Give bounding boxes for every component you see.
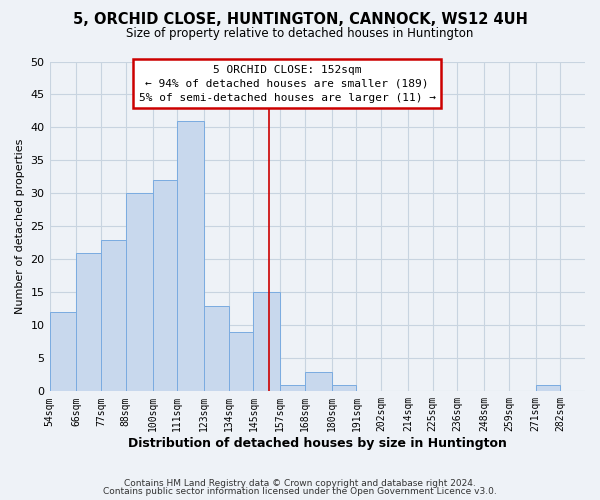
- Text: Size of property relative to detached houses in Huntington: Size of property relative to detached ho…: [127, 28, 473, 40]
- Text: Contains HM Land Registry data © Crown copyright and database right 2024.: Contains HM Land Registry data © Crown c…: [124, 478, 476, 488]
- Bar: [229, 332, 253, 392]
- Bar: [177, 121, 204, 392]
- Text: 5, ORCHID CLOSE, HUNTINGTON, CANNOCK, WS12 4UH: 5, ORCHID CLOSE, HUNTINGTON, CANNOCK, WS…: [73, 12, 527, 28]
- Bar: [204, 306, 229, 392]
- Y-axis label: Number of detached properties: Number of detached properties: [15, 138, 25, 314]
- Bar: [152, 180, 177, 392]
- Bar: [126, 194, 152, 392]
- Bar: [253, 292, 280, 392]
- Bar: [305, 372, 332, 392]
- Bar: [332, 384, 356, 392]
- Text: Contains public sector information licensed under the Open Government Licence v3: Contains public sector information licen…: [103, 487, 497, 496]
- Bar: [101, 240, 126, 392]
- Bar: [280, 384, 305, 392]
- Text: 5 ORCHID CLOSE: 152sqm
← 94% of detached houses are smaller (189)
5% of semi-det: 5 ORCHID CLOSE: 152sqm ← 94% of detached…: [139, 65, 436, 103]
- X-axis label: Distribution of detached houses by size in Huntington: Distribution of detached houses by size …: [128, 437, 507, 450]
- Bar: [536, 384, 560, 392]
- Bar: [50, 312, 76, 392]
- Bar: [76, 253, 101, 392]
